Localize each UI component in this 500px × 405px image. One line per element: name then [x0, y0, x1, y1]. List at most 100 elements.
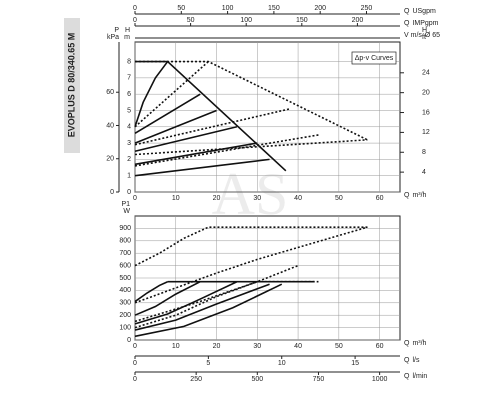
y-axis-unit: W: [123, 208, 130, 215]
axis-tick-label: 50: [187, 17, 195, 24]
axis-tick-label: 200: [314, 5, 326, 12]
series-line: [134, 108, 291, 146]
legend-text: Δp-v Curves: [355, 55, 394, 62]
axis-title: Q IMPgpm: [404, 20, 439, 27]
y2-tick-label: 20: [106, 156, 114, 163]
y-tick-label: 0: [127, 189, 131, 196]
y-right-tick-label: 24: [422, 70, 430, 77]
x-tick-label: 0: [133, 195, 137, 202]
x-axis-title-label: Q: [404, 340, 410, 347]
axis-title: Q USgpm: [404, 8, 436, 15]
series-line: [134, 226, 368, 304]
axis-title-label: Q: [404, 357, 410, 364]
series-line: [134, 283, 283, 338]
y-tick-label: 100: [119, 324, 131, 331]
side-label: EVOPLUS D 80/340.65 M: [66, 33, 76, 138]
axis-tick-label: 0: [133, 360, 137, 367]
y-tick-label: 900: [119, 225, 131, 232]
y2-axis-title: P: [114, 27, 119, 34]
axis-tick-label: 750: [313, 376, 325, 383]
x-tick-label: 30: [253, 195, 261, 202]
series-line: [134, 280, 168, 303]
axis-tick-label: 150: [268, 5, 280, 12]
series-line: [134, 264, 299, 329]
y-right-tick-label: 8: [422, 149, 426, 156]
y-tick-label: 800: [119, 238, 131, 245]
axis-title-label: Q: [404, 8, 410, 15]
series-line: [134, 280, 238, 325]
y-right-tick-label: 4: [422, 169, 426, 176]
axis-title-unit: USgpm: [412, 8, 436, 15]
axis-tick-label: 250: [361, 5, 373, 12]
series-line: [134, 60, 209, 128]
x-tick-label: 20: [213, 343, 221, 350]
y-tick-label: 700: [119, 250, 131, 257]
series-line: [134, 61, 169, 128]
axis-tick-label: 1000: [372, 376, 388, 383]
series-line: [134, 93, 201, 134]
side-label-box: [64, 18, 80, 153]
y-tick-label: 3: [127, 140, 131, 147]
y2-axis-unit: kPa: [107, 34, 119, 41]
x-tick-label: 10: [172, 343, 180, 350]
axis-title-label: V m/s: [404, 32, 422, 39]
axis-title-unit: l/s: [412, 357, 420, 364]
x-tick-label: 40: [294, 195, 302, 202]
y-right-tick-label: 12: [422, 129, 430, 136]
y-tick-label: 6: [127, 91, 131, 98]
y2-tick-label: 40: [106, 122, 114, 129]
axis-tick-label: 0: [133, 376, 137, 383]
y2-tick-label: 0: [110, 189, 114, 196]
series-line: [134, 281, 201, 316]
axis-tick-label: 50: [177, 5, 185, 12]
y-tick-label: 7: [127, 75, 131, 82]
x-tick-label: 20: [213, 195, 221, 202]
x-tick-label: 60: [376, 343, 384, 350]
y-right-tick-label: 20: [422, 90, 430, 97]
axis-tick-label: 0: [133, 17, 137, 24]
y-tick-label: 400: [119, 287, 131, 294]
axis-tick-label: 250: [190, 376, 202, 383]
axis-tick-label: 100: [240, 17, 252, 24]
x-axis-title-unit: m³/h: [412, 192, 426, 199]
x-tick-label: 10: [172, 195, 180, 202]
y-tick-label: 600: [119, 262, 131, 269]
series-line: [134, 126, 238, 153]
axis-tick-label: 10: [278, 360, 286, 367]
x-tick-label: 60: [376, 195, 384, 202]
watermark: AS: [212, 161, 289, 227]
axis-tick-label: 150: [296, 17, 308, 24]
series-line: [134, 134, 319, 167]
legend-box: [351, 51, 397, 65]
axis-title-unit: IMPgpm: [412, 20, 438, 27]
series-line: [134, 139, 368, 156]
x-tick-label: 0: [133, 343, 137, 350]
axis-tick-label: 15: [351, 360, 359, 367]
y-tick-label: 200: [119, 312, 131, 319]
series-line: [134, 158, 270, 177]
y-tick-label: 1: [127, 173, 131, 180]
series-line: [134, 142, 258, 166]
x-tick-label: 50: [335, 343, 343, 350]
y-tick-label: 300: [119, 300, 131, 307]
x-axis-title-label: Q: [404, 192, 410, 199]
axis-tick-label: 5: [206, 360, 210, 367]
y-tick-label: 4: [127, 124, 131, 131]
axis-title-label: Q: [404, 20, 410, 27]
y-tick-label: 500: [119, 275, 131, 282]
series-line: [134, 109, 217, 144]
axis-tick-label: 0: [133, 5, 137, 12]
series-line: [135, 60, 368, 141]
x-tick-label: 40: [294, 343, 302, 350]
axis-title-label: Q: [404, 373, 410, 380]
axis-tick-label: 100: [222, 5, 234, 12]
y-axis-title: H: [125, 27, 130, 34]
series-line: [134, 283, 270, 331]
y-tick-label: 2: [127, 156, 131, 163]
axis-title-unit: Ø 65: [425, 32, 440, 39]
axis-tick-label: 200: [352, 17, 364, 24]
y-right-axis-title: H: [422, 27, 427, 34]
